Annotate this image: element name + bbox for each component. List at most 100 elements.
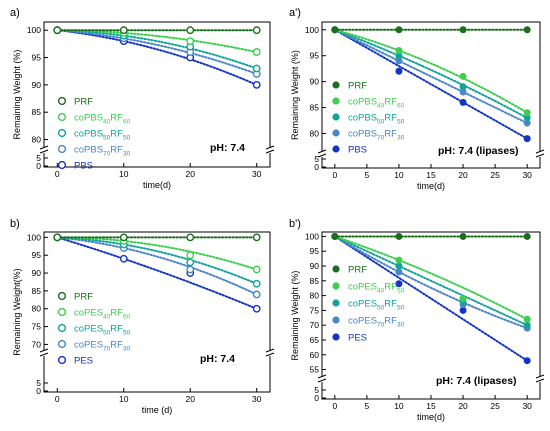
legend-label-main: PRF [74,292,93,303]
legend-label-main: RF [384,282,397,293]
legend-label-main: PBS [74,161,93,172]
y-tick-label: 90 [32,268,42,278]
legend-label: coPES40RF50 [348,282,405,295]
legend-label-subscript: 30 [397,322,405,329]
data-point [459,72,467,80]
x-tick-label: 5 [365,401,370,411]
legend-label-main: RF [384,299,397,310]
legend-label: coPES50RF50 [74,324,131,337]
data-point [186,26,195,35]
legend-marker [57,112,67,122]
y-tick-label: 90 [32,80,42,90]
data-point [331,232,339,240]
data-point [186,265,195,274]
y-tick-label: 100 [27,232,41,242]
y-tick-label: 0 [314,393,319,403]
y-tick-label: 85 [32,107,42,117]
legend-label-subscript: 50 [397,305,405,312]
legend-label-subscript: 50 [103,330,111,337]
data-point [186,251,195,260]
x-tick-label: 0 [55,169,60,179]
data-point [523,135,531,143]
data-point [395,268,403,276]
legend-label-subscript: 30 [123,346,131,353]
legend-marker [332,299,340,307]
data-point [252,48,261,56]
axis-break-mark [317,374,327,379]
condition-annotation: pH: 7.4 (lipases) [436,375,517,387]
y-tick-label: 5 [314,385,319,395]
legend-label: coPBS40RF60 [74,113,131,126]
axis-break-mark [535,149,545,154]
y-tick-label: 5 [314,154,319,164]
axis-break-mark [317,153,327,158]
series-trend-line [333,28,529,114]
axis-break-mark [535,378,545,383]
legend-label-subscript: 50 [397,119,405,126]
x-tick-label: 15 [426,170,436,180]
series-trend-line [56,236,258,271]
x-axis-label: time (d) [142,405,173,415]
y-tick-label: 85 [310,103,320,113]
legend-marker [57,160,67,170]
legend-marker [57,307,67,317]
y-tick-label: 60 [310,350,320,360]
data-point [186,233,195,242]
condition-annotation: pH: 7.4 [200,353,235,365]
axis-break-mark [265,149,275,154]
legend-label-main: coPES [74,308,103,319]
legend-label: coPBS50RF50 [348,113,405,126]
y-tick-label: 90 [310,77,320,87]
legend-label-subscript: 60 [123,119,131,126]
legend-label-main: RF [110,324,123,335]
y-axis-label: Remaining Weight (%) [290,271,300,361]
axis-break-gap [318,151,326,157]
legend-marker [57,355,67,365]
x-axis-label: time(d) [417,412,445,422]
legend-marker [57,339,67,349]
legend-label: coPES40RF60 [74,308,131,321]
data-point [186,37,195,46]
axis-break-mark [317,378,327,383]
data-point [53,26,62,35]
legend-label-subscript: 40 [377,288,385,295]
data-point [252,304,261,313]
x-tick-label: 20 [186,169,196,179]
series-trend-line [333,235,529,362]
y-tick-label: 80 [32,304,42,314]
y-tick-label: 5 [36,378,41,388]
legend-marker [332,113,340,121]
data-point [459,232,467,240]
legend-label: PRF [74,97,93,108]
y-tick-label: 85 [32,286,42,296]
legend-label-main: PES [348,333,367,344]
condition-annotation: pH: 7.4 [210,142,245,154]
panel-label: b) [10,218,20,230]
y-tick-label: 95 [32,53,42,63]
data-point [252,80,261,89]
data-point [459,295,467,303]
series-trend-line [333,235,529,327]
legend-label-subscript: 60 [397,103,405,110]
y-tick-label: 70 [310,320,320,330]
axis-break-mark [317,149,327,154]
legend-label-main: PRF [74,97,93,108]
x-tick-label: 25 [490,170,500,180]
legend-marker [57,323,67,333]
legend-label-subscript: 50 [377,305,385,312]
series-trend-line [333,235,529,321]
data-point [395,280,403,288]
data-point [53,233,62,242]
legend-label: PBS [348,145,367,156]
series-trend-line [333,28,529,140]
x-tick-label: 30 [522,401,532,411]
data-point [395,52,403,60]
legend-label-main: PES [74,356,93,367]
legend-marker [57,291,67,301]
data-point [459,306,467,314]
axis-break-gap [536,151,544,157]
x-tick-label: 25 [490,401,500,411]
